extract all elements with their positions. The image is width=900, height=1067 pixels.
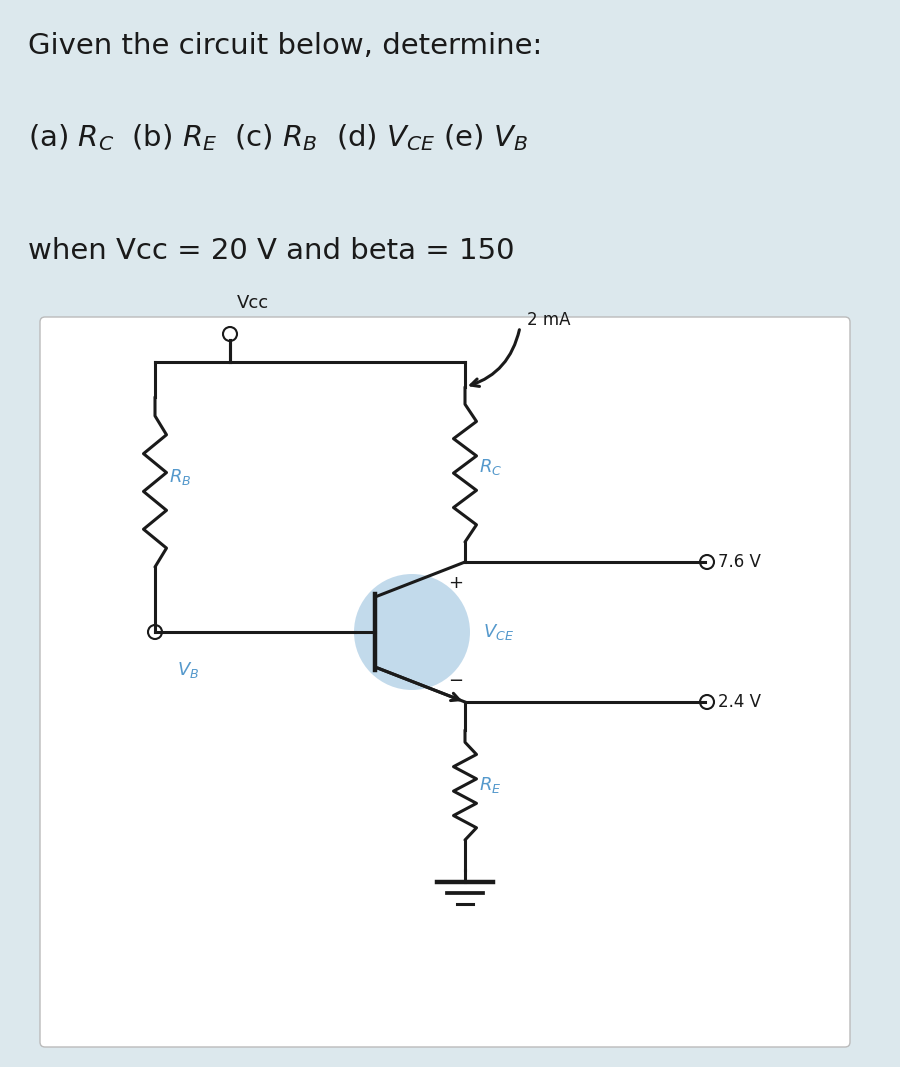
Circle shape: [354, 574, 470, 690]
Text: $R_B$: $R_B$: [169, 467, 192, 487]
Text: −: −: [448, 672, 464, 690]
Text: $V_B$: $V_B$: [177, 660, 199, 680]
Text: 7.6 V: 7.6 V: [718, 553, 760, 571]
Text: $R_C$: $R_C$: [479, 457, 502, 477]
Text: $V_{CE}$: $V_{CE}$: [483, 622, 514, 642]
Text: 2.4 V: 2.4 V: [718, 692, 761, 711]
Text: 2 mA: 2 mA: [527, 310, 571, 329]
Text: (a) $R_C$  (b) $R_E$  (c) $R_B$  (d) $V_{CE}$ (e) $V_B$: (a) $R_C$ (b) $R_E$ (c) $R_B$ (d) $V_{CE…: [28, 122, 528, 153]
Text: +: +: [448, 574, 463, 592]
FancyBboxPatch shape: [40, 317, 850, 1047]
Text: Given the circuit below, determine:: Given the circuit below, determine:: [28, 32, 542, 60]
Text: Vcc: Vcc: [237, 294, 269, 312]
Text: when Vcc = 20 V and beta = 150: when Vcc = 20 V and beta = 150: [28, 237, 515, 265]
Text: $R_E$: $R_E$: [479, 775, 501, 795]
